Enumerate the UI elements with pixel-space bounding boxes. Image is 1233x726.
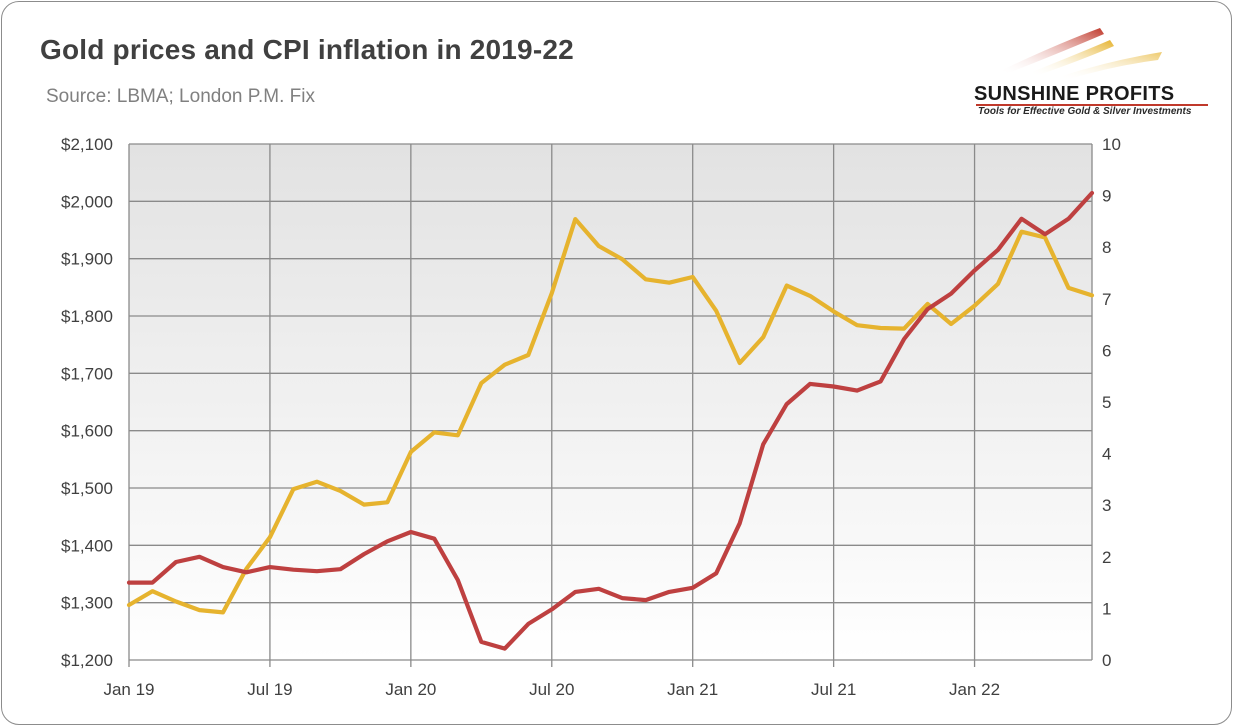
right-tick-label: 4 [1102, 445, 1111, 464]
right-tick-label: 7 [1102, 290, 1111, 309]
gridlines [128, 143, 1093, 667]
left-tick-label: $1,900 [61, 250, 113, 269]
right-tick-label: 2 [1102, 548, 1111, 567]
right-tick-label: 9 [1102, 187, 1111, 206]
left-tick-label: $1,200 [61, 651, 113, 670]
logo-rule [976, 104, 1208, 106]
chart-subtitle: Source: LBMA; London P.M. Fix [46, 86, 315, 107]
right-tick-label: 3 [1102, 496, 1111, 515]
left-y-axis: $1,200 $1,300 $1,400 $1,500 $1,600 $1,700 $1,8… [61, 135, 113, 670]
series-line-cpi [126, 190, 1095, 651]
left-tick-label: $2,000 [61, 192, 113, 211]
left-tick-label: $1,800 [61, 307, 113, 326]
left-tick-label: $2,100 [61, 135, 113, 154]
swoosh-icon [1002, 28, 1162, 80]
left-tick-label: $1,600 [61, 422, 113, 441]
sunshine-profits-logo: SUNSHINE PROFITS Tools for Effective Gol… [962, 22, 1212, 122]
x-tick-label: Jan 22 [949, 680, 1000, 699]
chart-title: Gold prices and CPI inflation in 2019-22 [40, 34, 574, 65]
x-tick-label: Jul 20 [529, 680, 574, 699]
x-tick-label: Jan 21 [667, 680, 718, 699]
right-tick-label: 6 [1102, 341, 1111, 360]
right-tick-label: 8 [1102, 238, 1111, 257]
right-tick-label: 5 [1102, 393, 1111, 412]
x-tick-label: Jul 21 [811, 680, 856, 699]
x-tick-label: Jan 20 [385, 680, 436, 699]
x-tick-label: Jul 19 [247, 680, 292, 699]
left-tick-label: $1,400 [61, 536, 113, 555]
right-tick-label: 1 [1102, 599, 1111, 618]
logo-tagline: Tools for Effective Gold & Silver Invest… [978, 106, 1192, 117]
right-y-axis: 0 1 2 3 4 5 6 7 8 9 10 [1102, 135, 1121, 670]
x-axis: Jan 19 Jul 19 Jan 20 Jul 20 Jan 21 Jul 21 Jan … [103, 680, 1000, 699]
logo-name: SUNSHINE PROFITS [974, 83, 1175, 105]
left-tick-label: $1,700 [61, 364, 113, 383]
x-tick-label: Jan 19 [103, 680, 154, 699]
right-tick-label: 10 [1102, 135, 1121, 154]
left-tick-label: $1,300 [61, 594, 113, 613]
plot-area [129, 144, 1092, 660]
left-tick-label: $1,500 [61, 479, 113, 498]
right-tick-label: 0 [1102, 651, 1111, 670]
series-layer [126, 190, 1095, 651]
